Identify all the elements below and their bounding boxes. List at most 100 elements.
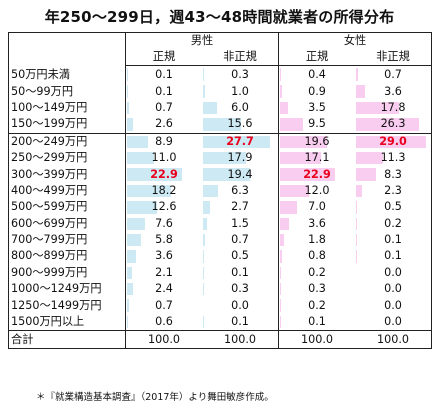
cell-value: 0.0 <box>384 265 402 279</box>
value-bar <box>356 168 377 181</box>
cell-value: 12.6 <box>151 200 177 214</box>
cell-male-regular: 11.0 <box>126 150 203 166</box>
value-bar <box>203 168 250 181</box>
table-row: 200～249万円 8.9 27.7 19.6 29.0 <box>8 132 433 150</box>
group-header-male: 男性 <box>125 32 279 49</box>
cell-value: 2.4 <box>155 282 173 296</box>
cell-value: 0.3 <box>231 68 249 82</box>
cell-male-nonregular: 17.9 <box>202 150 279 166</box>
value-bar <box>203 85 206 98</box>
table-row: 800～899万円 3.6 0.5 0.8 0.1 <box>8 248 433 265</box>
total-row: 合計 100.0 100.0 100.0 100.0 <box>8 330 433 350</box>
value-bar <box>127 266 133 280</box>
row-label: 150～199万円 <box>8 116 126 134</box>
cell-value: 6.3 <box>231 183 249 197</box>
value-bar <box>203 250 205 263</box>
cell-value: 3.6 <box>384 84 402 98</box>
cell-value: 0.1 <box>155 84 173 98</box>
cell-male-regular: 12.6 <box>126 199 203 215</box>
cell-value: 5.8 <box>155 233 173 247</box>
table-row: 1000～1249万円 2.4 0.3 0.3 0.0 <box>8 281 433 298</box>
value-bar <box>356 151 384 165</box>
subheader-male-nonregular: 非正規 <box>202 49 279 66</box>
cell-female-regular: 0.2 <box>278 264 356 282</box>
table-row: 500～599万円 12.6 2.7 7.0 0.5 <box>8 199 433 216</box>
total-female-nonregular: 100.0 <box>355 330 433 350</box>
cell-value: 2.3 <box>384 183 402 197</box>
cell-male-regular: 0.7 <box>126 100 203 116</box>
cell-male-nonregular: 0.3 <box>202 66 279 84</box>
row-label: 50万円未満 <box>8 65 126 84</box>
cell-value: 0.2 <box>308 298 326 312</box>
value-bar <box>127 168 183 181</box>
cell-male-regular: 0.7 <box>126 297 203 313</box>
cell-value: 3.5 <box>308 100 326 114</box>
value-bar <box>203 135 270 148</box>
cell-value: 2.6 <box>155 117 173 131</box>
value-bar <box>203 283 204 296</box>
cell-female-regular: 0.3 <box>278 281 356 298</box>
cell-value: 6.0 <box>231 100 249 114</box>
cell-value: 0.7 <box>155 100 173 114</box>
cell-male-nonregular: 0.5 <box>202 248 279 264</box>
row-label: 800～899万円 <box>8 248 126 265</box>
cell-value: 0.0 <box>384 282 402 296</box>
cell-female-nonregular: 0.1 <box>355 248 433 265</box>
cell-male-nonregular: 1.0 <box>202 83 279 99</box>
cell-value: 18.2 <box>151 183 177 197</box>
cell-female-regular: 3.5 <box>278 99 356 117</box>
value-bar <box>356 118 420 131</box>
cell-male-regular: 5.8 <box>126 232 203 248</box>
row-label: 300～399万円 <box>8 166 126 183</box>
value-bar <box>127 217 146 230</box>
subheader-female-regular: 正規 <box>278 49 356 66</box>
cell-value: 26.3 <box>380 117 406 131</box>
table-row: 50～99万円 0.1 1.0 0.9 3.6 <box>8 83 433 100</box>
value-bar <box>280 151 322 165</box>
source-note: ＊『就業構造基本調査』（2017年）より舞田敏彦作成。 <box>36 392 274 403</box>
row-label: 200～249万円 <box>8 132 126 150</box>
value-bar <box>280 201 297 214</box>
subheader-female-nonregular: 非正規 <box>355 49 433 66</box>
value-bar <box>280 217 289 230</box>
cell-male-regular: 0.1 <box>126 83 203 99</box>
row-label: 1500万円以上 <box>8 313 126 331</box>
cell-male-regular: 18.2 <box>126 183 203 199</box>
value-bar <box>280 85 283 98</box>
row-label: 900～999万円 <box>8 264 126 282</box>
value-bar <box>280 118 303 131</box>
cell-male-nonregular: 1.5 <box>202 216 279 232</box>
cell-male-nonregular: 6.0 <box>202 100 279 116</box>
income-distribution-table: 男性 女性 正規 非正規 正規 非正規 50万円未満 0.1 0.3 0.4 0.7 50… <box>8 32 433 350</box>
cell-value: 17.9 <box>227 151 253 165</box>
cell-male-regular: 2.1 <box>126 265 203 281</box>
cell-male-nonregular: 19.4 <box>202 166 279 182</box>
cell-female-regular: 0.4 <box>278 65 356 84</box>
cell-value: 0.0 <box>384 315 402 329</box>
cell-female-nonregular: 3.6 <box>355 83 433 100</box>
cell-value: 19.6 <box>304 134 330 148</box>
table-row: 1250～1499万円 0.7 0.0 0.2 0.0 <box>8 297 433 314</box>
row-label: 50～99万円 <box>8 83 126 100</box>
cell-value: 0.1 <box>308 315 326 329</box>
cell-male-nonregular: 0.3 <box>202 281 279 297</box>
cell-male-regular: 2.4 <box>126 281 203 297</box>
cell-female-nonregular: 0.5 <box>355 199 433 216</box>
cell-value: 17.8 <box>380 100 406 114</box>
cell-value: 1.8 <box>308 233 326 247</box>
row-label: 500～599万円 <box>8 199 126 216</box>
cell-value: 12.0 <box>304 183 330 197</box>
cell-female-regular: 0.1 <box>278 313 356 331</box>
value-bar <box>127 299 129 312</box>
total-label: 合計 <box>8 330 126 350</box>
cell-value: 11.0 <box>151 151 177 165</box>
cell-value: 27.7 <box>226 134 254 148</box>
cell-male-nonregular: 27.7 <box>202 132 279 150</box>
value-bar <box>356 85 365 98</box>
cell-male-nonregular: 2.7 <box>202 199 279 215</box>
cell-female-nonregular: 17.8 <box>355 99 433 117</box>
row-label: 600～699万円 <box>8 215 126 232</box>
cell-male-nonregular: 0.0 <box>202 297 279 313</box>
cell-value: 0.1 <box>384 233 402 247</box>
cell-value: 0.5 <box>231 249 249 263</box>
